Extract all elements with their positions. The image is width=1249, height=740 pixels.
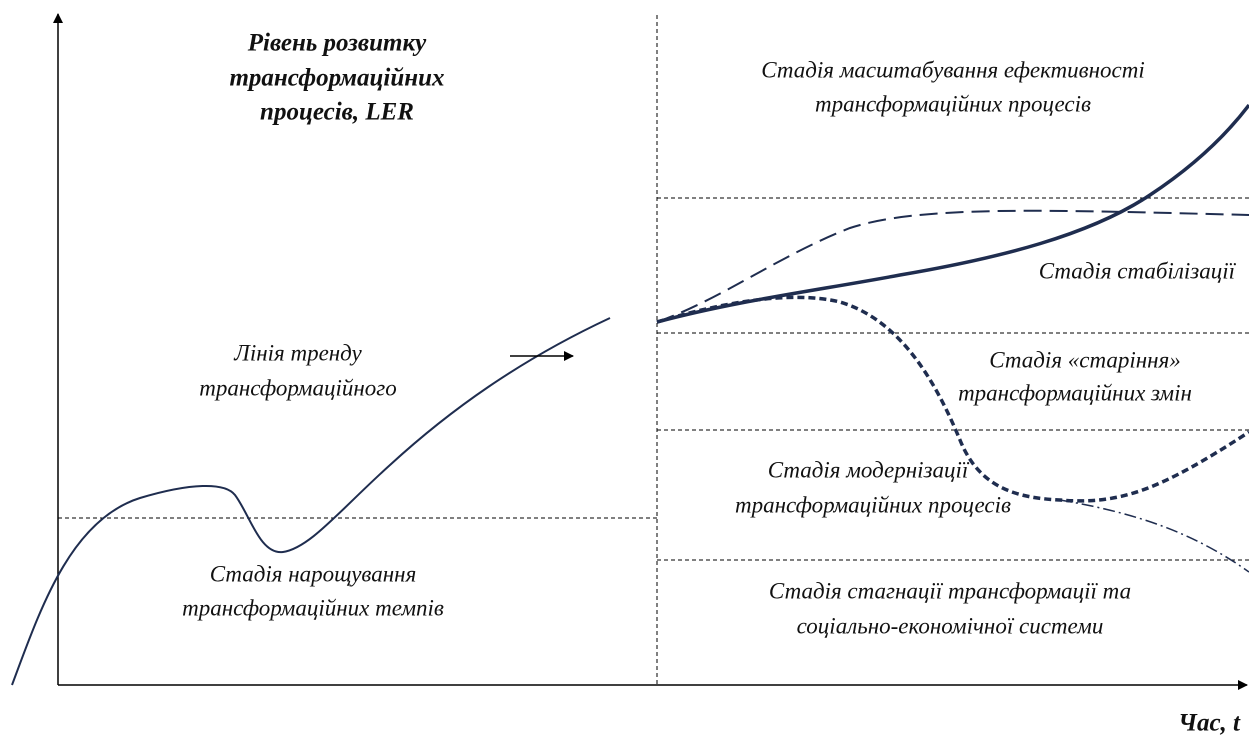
stage-dividers	[58, 15, 1249, 685]
axis-label: процесів, LER	[260, 99, 414, 126]
label: Стадія «старіння»	[989, 347, 1181, 372]
label: Лінія тренду	[233, 340, 362, 365]
scaling-curve	[656, 103, 1249, 324]
label: Стадія стагнації трансформації та	[769, 578, 1131, 603]
label: Стадія стабілізації	[1039, 258, 1237, 283]
y-axis-label: Рівень розвитку трансформаційних процесі…	[229, 30, 444, 126]
trend-curve	[11, 317, 611, 686]
axis-label: Рівень розвитку	[247, 30, 427, 57]
label: трансформаційних змін	[958, 380, 1192, 405]
axis-label: трансформаційних	[229, 65, 444, 92]
stagnation-curve	[1059, 499, 1249, 573]
stabilization-curve	[656, 209, 1249, 323]
label: Стадія модернізації	[768, 457, 970, 482]
label: Стадія нарощування	[210, 561, 417, 586]
label: трансформаційних процесів	[815, 91, 1091, 116]
label: трансформаційних темпів	[182, 595, 444, 620]
label: трансформаційного	[199, 375, 397, 400]
x-axis-label: Час, t	[1178, 710, 1241, 737]
aging-curve	[656, 295, 1249, 503]
label: Стадія масштабування ефективності	[761, 57, 1145, 82]
label: трансформаційних процесів	[735, 492, 1011, 517]
label: соціально-економічної системи	[797, 613, 1104, 638]
